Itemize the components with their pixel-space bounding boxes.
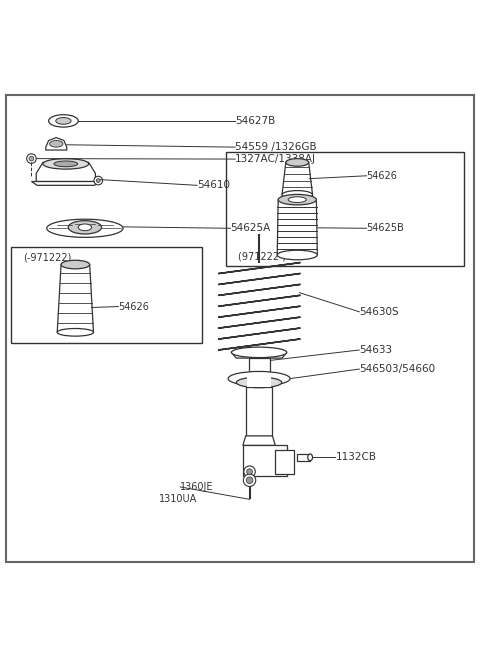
Polygon shape [243,445,287,476]
Ellipse shape [286,158,309,166]
Circle shape [246,477,253,484]
Ellipse shape [277,250,317,260]
Text: 54559 /1326GB: 54559 /1326GB [235,142,317,152]
Ellipse shape [43,158,89,169]
Ellipse shape [48,115,78,127]
Polygon shape [247,374,271,387]
Text: 1327AC/1338AJ: 1327AC/1338AJ [235,154,316,164]
Text: (-971222): (-971222) [23,253,71,263]
Polygon shape [32,181,100,185]
Ellipse shape [282,191,312,199]
Text: 1360JE: 1360JE [180,482,214,492]
Ellipse shape [288,197,306,202]
Polygon shape [46,137,67,150]
Circle shape [244,466,255,478]
Ellipse shape [308,454,312,461]
Polygon shape [276,450,294,474]
Ellipse shape [278,194,316,205]
Ellipse shape [49,141,63,147]
Bar [226,152,464,267]
Text: 1310UA: 1310UA [159,494,197,504]
Ellipse shape [231,347,287,357]
Text: 54630S: 54630S [360,307,399,317]
Circle shape [27,154,36,164]
Polygon shape [297,454,310,461]
Text: 54627B: 54627B [235,116,276,126]
Ellipse shape [56,118,71,124]
Circle shape [96,179,100,183]
Ellipse shape [54,161,78,167]
Circle shape [247,469,252,474]
Polygon shape [282,162,312,195]
Ellipse shape [57,328,94,336]
Text: 54626: 54626 [118,302,149,311]
Text: (971222 ): (971222 ) [238,252,286,262]
Text: 546503/54660: 546503/54660 [360,364,435,374]
Ellipse shape [78,224,92,231]
Text: 54610: 54610 [197,180,230,191]
Bar [11,248,202,343]
Ellipse shape [61,260,90,269]
Polygon shape [246,387,273,436]
Text: 54633: 54633 [360,345,393,355]
Polygon shape [57,265,94,332]
Polygon shape [277,200,317,255]
Ellipse shape [237,377,282,388]
Circle shape [94,176,103,185]
Polygon shape [231,352,287,358]
Polygon shape [243,436,276,445]
Ellipse shape [47,219,123,237]
Ellipse shape [68,221,102,234]
Text: 1132CB: 1132CB [336,453,376,463]
Text: 54625A: 54625A [230,223,271,233]
Ellipse shape [228,371,290,386]
Text: 54626: 54626 [366,171,397,181]
Text: 54625B: 54625B [366,223,404,233]
Circle shape [29,156,34,161]
Circle shape [243,474,256,486]
Polygon shape [249,358,270,378]
Polygon shape [36,162,96,181]
